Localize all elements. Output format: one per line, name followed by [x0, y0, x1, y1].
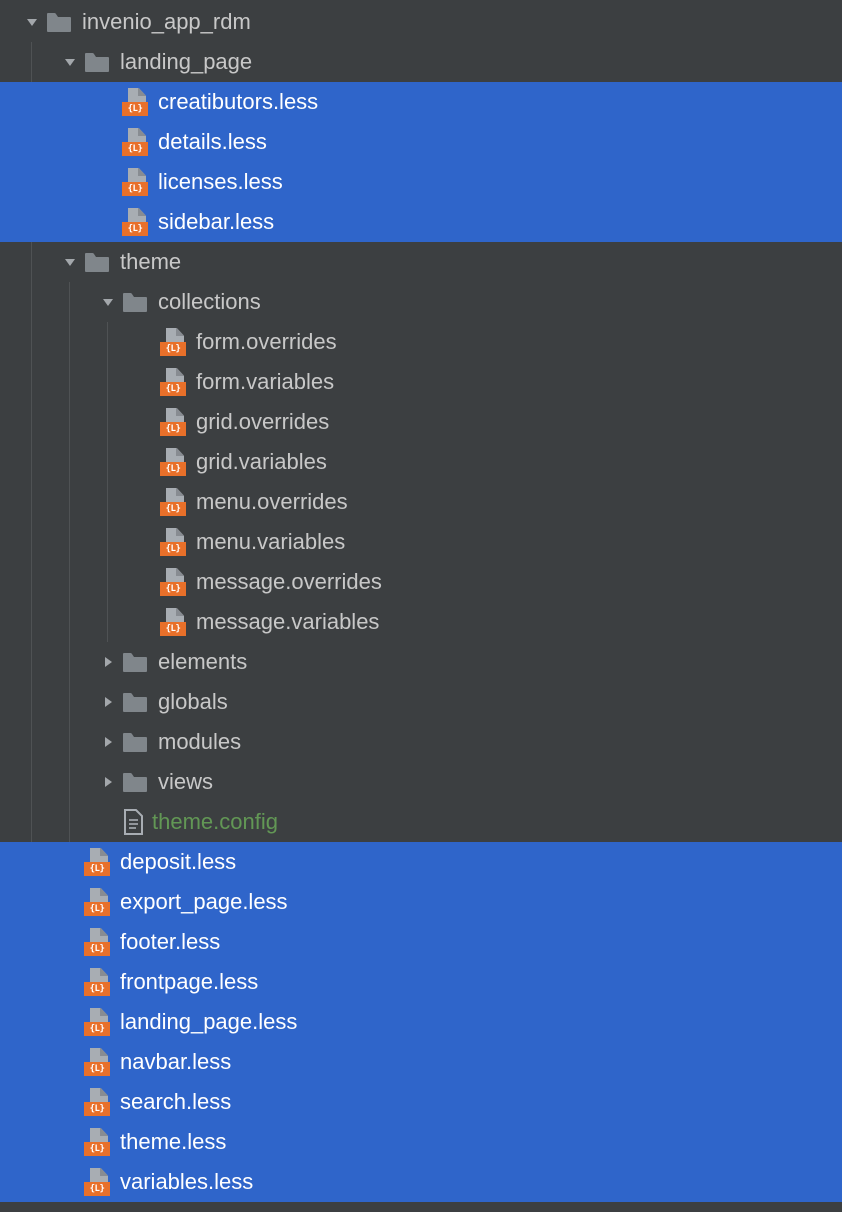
tree-item-label: message.overrides	[196, 569, 382, 595]
tree-row[interactable]: {L} export_page.less	[0, 882, 842, 922]
folder-icon	[122, 651, 148, 673]
less-file-icon: {L}	[160, 328, 188, 356]
tree-row[interactable]: {L} grid.overrides	[0, 402, 842, 442]
tree-item-label: elements	[158, 649, 247, 675]
less-file-icon: {L}	[160, 528, 188, 556]
tree-row[interactable]: modules	[0, 722, 842, 762]
less-file-icon: {L}	[84, 1048, 112, 1076]
tree-row[interactable]: {L} variables.less	[0, 1162, 842, 1202]
tree-item-label: globals	[158, 689, 228, 715]
tree-item-label: form.overrides	[196, 329, 337, 355]
chevron-right-icon[interactable]	[100, 774, 116, 790]
tree-row[interactable]: {L} theme.less	[0, 1122, 842, 1162]
tree-row[interactable]: {L} sidebar.less	[0, 202, 842, 242]
tree-item-label: message.variables	[196, 609, 379, 635]
tree-item-label: landing_page	[120, 49, 252, 75]
tree-item-label: theme.config	[152, 809, 278, 835]
tree-row[interactable]: {L} message.overrides	[0, 562, 842, 602]
tree-row[interactable]: {L} message.variables	[0, 602, 842, 642]
file-tree: invenio_app_rdm landing_page {L} creatib…	[0, 0, 842, 1202]
less-file-icon: {L}	[122, 168, 150, 196]
tree-row[interactable]: globals	[0, 682, 842, 722]
less-file-icon: {L}	[122, 88, 150, 116]
tree-item-label: search.less	[120, 1089, 231, 1115]
tree-row[interactable]: collections	[0, 282, 842, 322]
less-file-icon: {L}	[84, 1168, 112, 1196]
tree-item-label: creatibutors.less	[158, 89, 318, 115]
tree-item-label: theme.less	[120, 1129, 226, 1155]
chevron-down-icon[interactable]	[62, 254, 78, 270]
tree-item-label: export_page.less	[120, 889, 288, 915]
tree-item-label: variables.less	[120, 1169, 253, 1195]
tree-item-label: invenio_app_rdm	[82, 9, 251, 35]
tree-row[interactable]: {L} creatibutors.less	[0, 82, 842, 122]
folder-icon	[122, 771, 148, 793]
tree-item-label: collections	[158, 289, 261, 315]
less-file-icon: {L}	[160, 608, 188, 636]
tree-item-label: deposit.less	[120, 849, 236, 875]
chevron-down-icon[interactable]	[62, 54, 78, 70]
tree-row[interactable]: {L} menu.variables	[0, 522, 842, 562]
less-file-icon: {L}	[84, 928, 112, 956]
folder-icon	[122, 731, 148, 753]
chevron-right-icon[interactable]	[100, 734, 116, 750]
chevron-down-icon[interactable]	[100, 294, 116, 310]
tree-row[interactable]: landing_page	[0, 42, 842, 82]
folder-icon	[84, 51, 110, 73]
less-file-icon: {L}	[84, 888, 112, 916]
tree-row[interactable]: theme	[0, 242, 842, 282]
less-file-icon: {L}	[160, 568, 188, 596]
less-file-icon: {L}	[122, 208, 150, 236]
less-file-icon: {L}	[84, 1008, 112, 1036]
chevron-right-icon[interactable]	[100, 654, 116, 670]
tree-item-label: navbar.less	[120, 1049, 231, 1075]
tree-row[interactable]: {L} deposit.less	[0, 842, 842, 882]
less-file-icon: {L}	[84, 1088, 112, 1116]
tree-item-label: frontpage.less	[120, 969, 258, 995]
tree-row[interactable]: elements	[0, 642, 842, 682]
tree-item-label: details.less	[158, 129, 267, 155]
tree-row[interactable]: {L} navbar.less	[0, 1042, 842, 1082]
folder-icon	[84, 251, 110, 273]
tree-item-label: menu.variables	[196, 529, 345, 555]
tree-row[interactable]: {L} details.less	[0, 122, 842, 162]
tree-row[interactable]: {L} licenses.less	[0, 162, 842, 202]
tree-row[interactable]: {L} menu.overrides	[0, 482, 842, 522]
tree-item-label: views	[158, 769, 213, 795]
tree-row[interactable]: {L} form.overrides	[0, 322, 842, 362]
tree-item-label: landing_page.less	[120, 1009, 297, 1035]
less-file-icon: {L}	[122, 128, 150, 156]
tree-item-label: footer.less	[120, 929, 220, 955]
tree-row[interactable]: invenio_app_rdm	[0, 2, 842, 42]
tree-item-label: sidebar.less	[158, 209, 274, 235]
tree-row[interactable]: views	[0, 762, 842, 802]
less-file-icon: {L}	[84, 1128, 112, 1156]
tree-row[interactable]: {L} frontpage.less	[0, 962, 842, 1002]
tree-row[interactable]: {L} search.less	[0, 1082, 842, 1122]
tree-item-label: grid.variables	[196, 449, 327, 475]
folder-icon	[122, 291, 148, 313]
less-file-icon: {L}	[160, 408, 188, 436]
tree-row[interactable]: {L} form.variables	[0, 362, 842, 402]
tree-item-label: theme	[120, 249, 181, 275]
less-file-icon: {L}	[160, 368, 188, 396]
less-file-icon: {L}	[160, 488, 188, 516]
file-icon	[122, 809, 144, 835]
less-file-icon: {L}	[84, 848, 112, 876]
folder-icon	[122, 691, 148, 713]
chevron-right-icon[interactable]	[100, 694, 116, 710]
chevron-down-icon[interactable]	[24, 14, 40, 30]
tree-row[interactable]: {L} grid.variables	[0, 442, 842, 482]
folder-icon	[46, 11, 72, 33]
less-file-icon: {L}	[160, 448, 188, 476]
tree-item-label: modules	[158, 729, 241, 755]
tree-item-label: form.variables	[196, 369, 334, 395]
tree-item-label: menu.overrides	[196, 489, 348, 515]
tree-item-label: grid.overrides	[196, 409, 329, 435]
tree-item-label: licenses.less	[158, 169, 283, 195]
tree-row[interactable]: theme.config	[0, 802, 842, 842]
less-file-icon: {L}	[84, 968, 112, 996]
tree-row[interactable]: {L} footer.less	[0, 922, 842, 962]
tree-row[interactable]: {L} landing_page.less	[0, 1002, 842, 1042]
